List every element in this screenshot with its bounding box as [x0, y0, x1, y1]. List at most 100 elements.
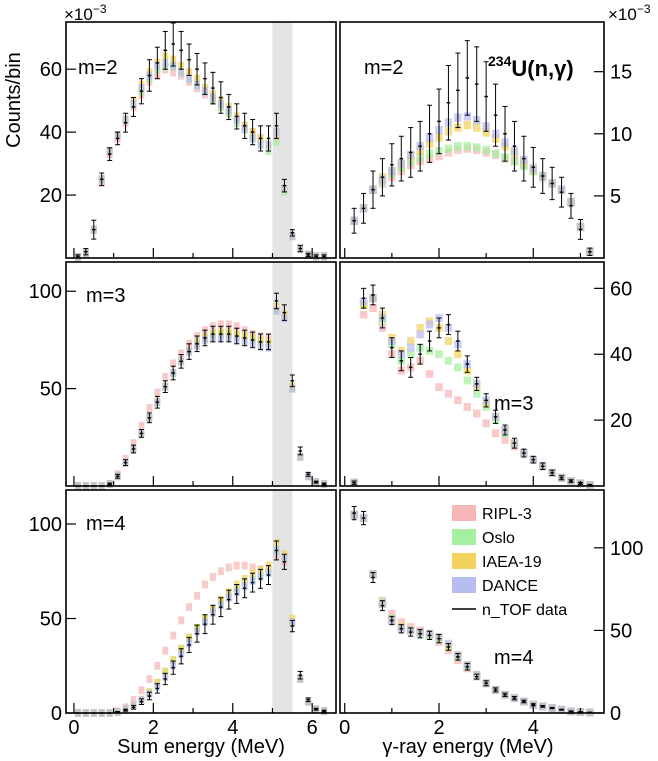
data-point	[351, 506, 357, 521]
data-point	[266, 125, 271, 152]
band-mark	[444, 144, 453, 153]
data-point	[361, 510, 367, 526]
shaded-region	[272, 262, 293, 486]
panel-sum-energy-m2: 20 40 60 m=2	[40, 21, 337, 262]
band-mark	[178, 68, 185, 77]
data-point	[170, 22, 176, 67]
multiplicity-label: m=2	[364, 57, 403, 79]
y-tick-label: 100	[610, 538, 643, 560]
panel-frame	[65, 489, 337, 714]
legend-label: n_TOF data	[482, 602, 567, 619]
data-point	[408, 627, 414, 637]
band-mark	[435, 350, 443, 359]
data-point	[250, 572, 256, 593]
data-point	[313, 707, 319, 711]
band-mark	[407, 343, 415, 352]
band-mark	[138, 686, 145, 695]
data-point	[559, 475, 565, 481]
data-point	[186, 43, 192, 76]
band-mark	[463, 403, 471, 411]
data-point	[436, 634, 442, 644]
panel-frame	[65, 21, 337, 259]
data-point	[398, 135, 404, 182]
data-point	[398, 350, 404, 372]
data-point	[83, 248, 89, 256]
data-point	[115, 473, 121, 479]
band-mark	[162, 646, 169, 655]
band-mark	[473, 409, 481, 418]
band-mark	[416, 330, 424, 339]
band-mark	[407, 350, 415, 359]
band-mark	[170, 656, 177, 664]
right-multiplier: ×10−3	[608, 2, 651, 24]
band-mark	[435, 152, 443, 161]
band-mark	[407, 337, 415, 345]
y-tick-label: 50	[610, 620, 632, 642]
band-mark	[454, 142, 462, 151]
data-point	[273, 540, 279, 561]
band-mark	[241, 561, 248, 570]
band-mark	[154, 388, 161, 397]
data-point	[154, 46, 160, 80]
data-point	[202, 62, 208, 95]
series-ntof-data	[351, 284, 593, 487]
y-tick-label: 20	[610, 410, 632, 432]
band-mark	[178, 349, 185, 358]
reaction-name: U(n,γ)	[511, 56, 573, 81]
data-point	[194, 624, 200, 643]
x-axis: 0 2 4 6	[68, 703, 318, 739]
panel-frame	[339, 261, 605, 487]
data-point	[474, 376, 480, 391]
band-mark	[217, 567, 224, 576]
data-point	[321, 709, 327, 713]
data-point	[202, 329, 208, 347]
data-point	[258, 125, 264, 152]
y-axis: 0 50 100	[594, 538, 643, 725]
series-ntof-data	[75, 22, 327, 259]
data-point	[370, 572, 376, 584]
data-point	[568, 710, 574, 713]
data-point	[521, 699, 527, 704]
data-point	[351, 207, 357, 234]
legend-swatch	[452, 529, 476, 545]
data-point	[210, 325, 216, 343]
y-axis: 20 40 60	[40, 59, 76, 207]
band-mark	[359, 310, 368, 319]
data-point	[305, 697, 311, 703]
data-point	[417, 120, 423, 172]
band-mark	[482, 145, 490, 155]
data-point	[178, 648, 184, 665]
data-point	[587, 247, 593, 257]
band-mark	[454, 396, 462, 405]
multiplicity-label: m=4	[494, 647, 533, 669]
band-mark	[130, 439, 137, 448]
data-point	[568, 479, 574, 483]
data-point	[154, 683, 160, 694]
data-point	[226, 325, 232, 343]
right-x-axis-label: γ-ray energy (MeV)	[382, 736, 553, 758]
band-mark	[425, 370, 434, 378]
band-mark	[425, 320, 434, 329]
data-point	[549, 469, 555, 476]
data-point	[242, 329, 248, 347]
data-point	[389, 143, 395, 187]
data-point	[321, 482, 327, 486]
panel-sum-energy-m4: 0 50 100 0 2 4 6 m=4	[29, 489, 337, 739]
data-point	[281, 178, 287, 193]
data-point	[146, 59, 152, 92]
data-point	[178, 354, 184, 369]
data-point	[464, 40, 470, 116]
data-point	[250, 331, 256, 349]
data-point	[250, 119, 256, 146]
data-point	[427, 330, 433, 352]
x-axis	[344, 248, 582, 258]
data-point	[427, 104, 433, 163]
panel-frame	[65, 261, 337, 487]
data-point	[242, 112, 248, 139]
data-point	[370, 284, 376, 306]
data-point	[194, 335, 200, 353]
band-mark	[473, 123, 481, 132]
data-point	[218, 325, 224, 343]
figure-labels: Counts/bin ×10−3 ×10−3 234U(n,γ) Sum ene…	[3, 2, 651, 758]
data-point	[305, 252, 311, 257]
